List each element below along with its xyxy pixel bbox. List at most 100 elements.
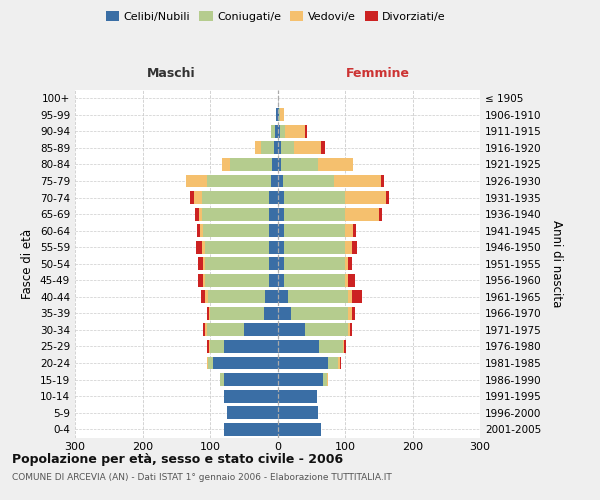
Bar: [223, 340, 277, 353]
Bar: [323, 373, 327, 386]
Bar: [202, 191, 269, 204]
Bar: [322, 142, 325, 154]
Bar: [277, 356, 328, 370]
Bar: [305, 324, 349, 336]
Bar: [280, 108, 284, 122]
Bar: [209, 307, 210, 320]
Bar: [264, 307, 277, 320]
Bar: [206, 174, 271, 188]
Bar: [206, 307, 209, 320]
Bar: [284, 240, 345, 254]
Bar: [277, 406, 318, 419]
Bar: [352, 290, 362, 304]
Text: Femmine: Femmine: [346, 67, 410, 80]
Bar: [284, 208, 345, 220]
Bar: [210, 340, 223, 353]
Bar: [283, 174, 334, 188]
Legend: Celibi/Nubili, Coniugati/e, Vedovi/e, Divorziati/e: Celibi/Nubili, Coniugati/e, Vedovi/e, Di…: [101, 6, 451, 26]
Bar: [203, 258, 205, 270]
Bar: [265, 290, 277, 304]
Bar: [277, 158, 281, 171]
Bar: [277, 208, 284, 220]
Bar: [230, 158, 272, 171]
Bar: [381, 174, 384, 188]
Bar: [277, 240, 284, 254]
Bar: [214, 356, 277, 370]
Bar: [209, 340, 210, 353]
Bar: [187, 174, 206, 188]
Bar: [279, 108, 280, 122]
Bar: [281, 142, 295, 154]
Bar: [277, 290, 287, 304]
Bar: [198, 274, 203, 287]
Bar: [277, 340, 319, 353]
Bar: [206, 324, 244, 336]
Bar: [349, 307, 352, 320]
Bar: [319, 340, 343, 353]
Bar: [277, 108, 279, 122]
Bar: [201, 290, 205, 304]
Bar: [287, 290, 349, 304]
Bar: [305, 125, 307, 138]
Bar: [277, 307, 291, 320]
Bar: [276, 108, 277, 122]
Bar: [203, 324, 205, 336]
Bar: [344, 340, 346, 353]
Bar: [190, 191, 194, 204]
Bar: [277, 191, 284, 204]
Bar: [203, 274, 205, 287]
Bar: [349, 290, 352, 304]
Bar: [269, 258, 277, 270]
Bar: [199, 208, 202, 220]
Bar: [205, 324, 206, 336]
Bar: [284, 224, 345, 237]
Bar: [352, 240, 357, 254]
Bar: [345, 240, 352, 254]
Bar: [345, 191, 386, 204]
Bar: [277, 324, 305, 336]
Bar: [208, 290, 265, 304]
Bar: [220, 373, 223, 386]
Text: COMUNE DI ARCEVIA (AN) - Dati ISTAT 1° gennaio 2006 - Elaborazione TUTTITALIA.IT: COMUNE DI ARCEVIA (AN) - Dati ISTAT 1° g…: [12, 472, 392, 482]
Bar: [223, 373, 277, 386]
Bar: [327, 373, 328, 386]
Bar: [281, 158, 318, 171]
Bar: [208, 356, 214, 370]
Bar: [271, 174, 277, 188]
Bar: [277, 174, 283, 188]
Y-axis label: Anni di nascita: Anni di nascita: [550, 220, 563, 308]
Bar: [352, 307, 355, 320]
Bar: [269, 208, 277, 220]
Bar: [277, 423, 322, 436]
Bar: [205, 240, 269, 254]
Bar: [203, 224, 269, 237]
Bar: [345, 208, 379, 220]
Bar: [269, 274, 277, 287]
Bar: [196, 240, 202, 254]
Bar: [255, 142, 260, 154]
Text: Popolazione per età, sesso e stato civile - 2006: Popolazione per età, sesso e stato civil…: [12, 452, 343, 466]
Bar: [350, 324, 352, 336]
Bar: [244, 324, 277, 336]
Bar: [272, 158, 277, 171]
Bar: [318, 158, 353, 171]
Bar: [284, 258, 345, 270]
Bar: [284, 191, 345, 204]
Bar: [198, 258, 203, 270]
Bar: [223, 423, 277, 436]
Bar: [222, 158, 230, 171]
Bar: [269, 224, 277, 237]
Bar: [291, 307, 349, 320]
Bar: [284, 274, 345, 287]
Bar: [223, 390, 277, 402]
Bar: [353, 224, 356, 237]
Bar: [206, 356, 208, 370]
Bar: [285, 125, 305, 138]
Bar: [205, 258, 269, 270]
Bar: [328, 356, 338, 370]
Bar: [271, 125, 275, 138]
Bar: [202, 240, 205, 254]
Bar: [205, 290, 208, 304]
Bar: [280, 125, 285, 138]
Text: Maschi: Maschi: [146, 67, 196, 80]
